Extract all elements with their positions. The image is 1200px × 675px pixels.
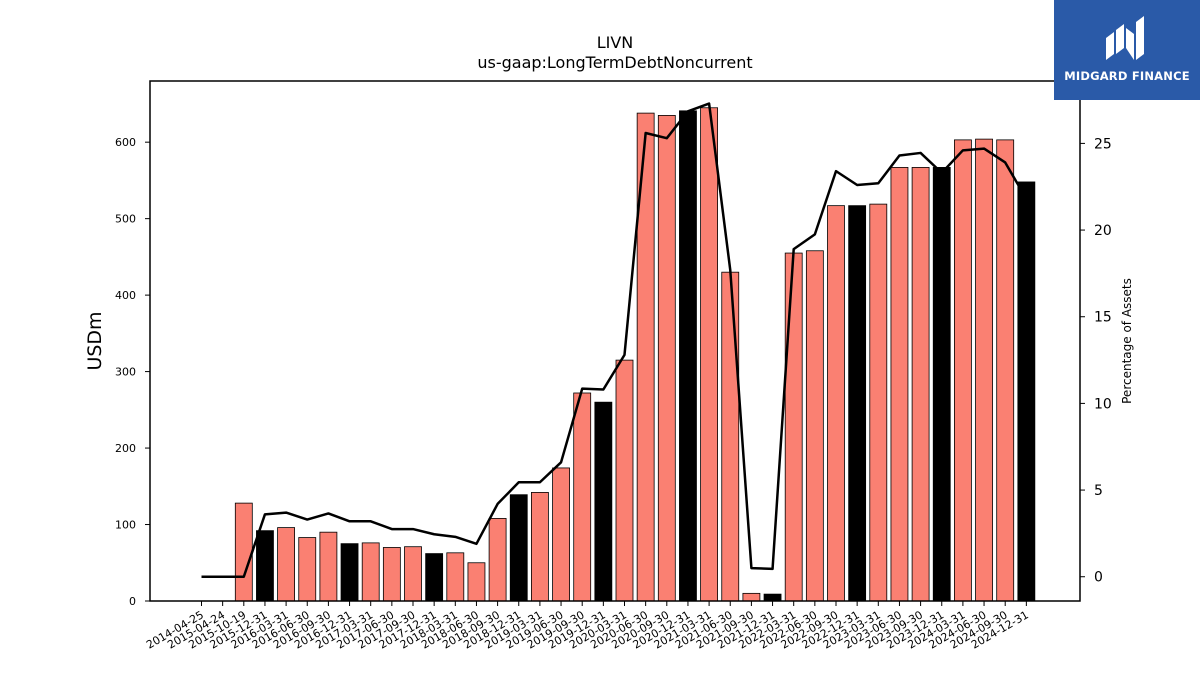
- bar: [552, 467, 570, 602]
- bar: [467, 562, 486, 602]
- chart-title: LIVN: [597, 33, 634, 52]
- bar: [700, 107, 718, 602]
- y-right-tick-label: 0: [1094, 570, 1103, 586]
- bar: [573, 392, 592, 602]
- y-axis-label: USDm: [84, 311, 106, 370]
- x-axis: 2014-04-252015-04-242015-10-192015-12-31…: [144, 601, 1031, 652]
- y-tick-label: 200: [115, 442, 136, 455]
- brand-name: MIDGARD FINANCE: [1064, 69, 1190, 83]
- bar: [382, 547, 401, 602]
- bar: [679, 110, 697, 602]
- bar: [319, 531, 338, 602]
- bar: [721, 271, 740, 602]
- bar: [763, 593, 782, 602]
- bar: [277, 527, 296, 602]
- bar: [256, 530, 274, 602]
- bar: [742, 592, 761, 602]
- y-tick-label: 400: [115, 289, 136, 302]
- bar: [996, 139, 1015, 602]
- chart-subtitle: us-gaap:LongTermDebtNoncurrent: [477, 53, 752, 72]
- bar: [594, 401, 613, 602]
- bar: [784, 252, 803, 602]
- bar: [827, 205, 845, 602]
- y-right-tick-label: 15: [1094, 310, 1112, 326]
- bar: [615, 359, 634, 602]
- bar: [805, 250, 824, 602]
- y-tick-label: 600: [115, 136, 136, 149]
- right-axis: 0 5 10 15 20 25: [1080, 136, 1112, 586]
- bar: [911, 167, 930, 602]
- midgard-logo-icon: [1106, 16, 1144, 60]
- y-right-tick-label: 5: [1094, 483, 1103, 499]
- bar: [425, 553, 444, 602]
- bar: [869, 203, 888, 602]
- bar: [446, 552, 465, 602]
- bar: [361, 542, 380, 602]
- y-tick-label: 300: [115, 366, 136, 379]
- y-tick-label: 100: [115, 519, 136, 532]
- y-right-tick-label: 10: [1094, 396, 1112, 412]
- brand-logo: MIDGARD FINANCE: [1054, 0, 1200, 100]
- y-right-tick-label: 25: [1094, 136, 1112, 152]
- bar: [488, 518, 507, 602]
- percentage-line: [201, 102, 1028, 578]
- bar: [298, 537, 317, 602]
- bar: [975, 138, 993, 602]
- line-group: [201, 102, 1028, 578]
- bar: [1017, 181, 1036, 602]
- bar: [657, 115, 676, 602]
- bar: [848, 205, 867, 602]
- y-right-tick-label: 20: [1094, 223, 1112, 239]
- bar: [531, 492, 549, 602]
- bar: [404, 546, 422, 602]
- plot-frame: [149, 80, 1081, 602]
- y-axis-label-right: Percentage of Assets: [1120, 278, 1134, 404]
- bar-group: [234, 107, 1036, 602]
- bar: [954, 139, 972, 602]
- y-tick-label: 500: [115, 213, 136, 226]
- bar: [932, 167, 951, 602]
- bar: [509, 494, 528, 602]
- y-tick-label: 0: [129, 595, 136, 608]
- bar: [890, 167, 909, 602]
- bar: [340, 543, 359, 602]
- left-axis: 0 100 200 300 400 500 600: [115, 136, 150, 608]
- bar: [234, 502, 253, 602]
